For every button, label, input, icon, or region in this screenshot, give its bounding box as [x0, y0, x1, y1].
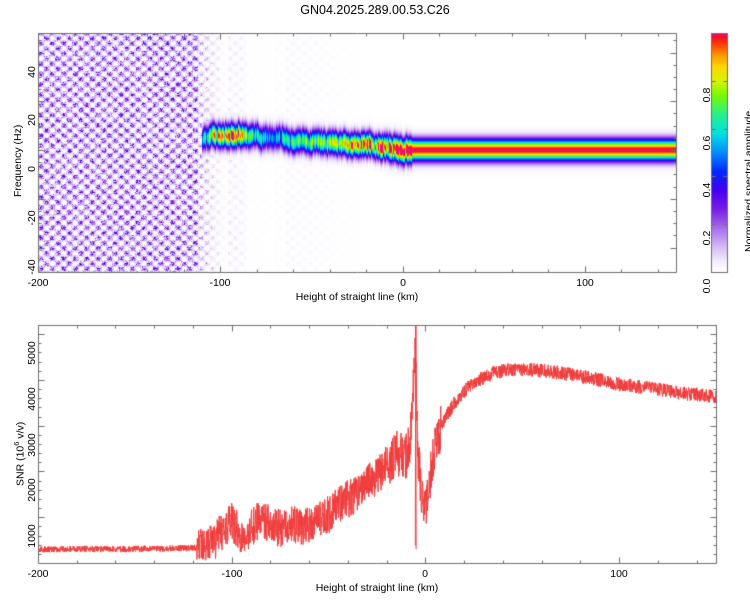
spectrogram-x-tick-1: -100	[209, 277, 231, 289]
colorbar-tick-1: 0.2	[701, 230, 713, 246]
spectrogram-y-axis-title: Frequency (Hz)	[12, 124, 24, 197]
colorbar-title: Normalized spectral amplitude	[743, 110, 750, 252]
figure-title: GN04.2025.289.00.53.C26	[300, 3, 450, 17]
spectrogram-x-tick-0: -200	[27, 277, 49, 289]
snr-y-tick-0: 1000	[26, 524, 38, 548]
colorbar-tick-2: 0.4	[701, 182, 713, 198]
snr-x-tick-0: -200	[27, 568, 49, 580]
snr-x-tick-3: 100	[610, 568, 628, 580]
snr-y-tick-2: 3000	[26, 433, 38, 457]
snr-y-tick-4: 5000	[26, 341, 38, 365]
spectrogram-x-axis-title: Height of straight line (km)	[295, 291, 419, 303]
snr-x-tick-1: -100	[221, 568, 243, 580]
spectrogram-y-tick-0: -40	[26, 259, 38, 275]
spectrogram-x-tick-2: 0	[400, 277, 406, 289]
snr-y-tick-3: 4000	[26, 387, 38, 411]
colorbar-tick-4: 0.8	[701, 87, 713, 103]
snr-y-axis-title: SNR (106 v/v)	[12, 421, 27, 486]
spectrogram-y-tick-2: 0	[26, 166, 38, 172]
snr-y-tick-1: 2000	[26, 478, 38, 502]
spectrogram-y-tick-1: -20	[26, 210, 38, 226]
spectrogram-x-tick-3: 100	[576, 277, 594, 289]
snr-x-tick-2: 0	[422, 568, 428, 580]
colorbar-tick-0: 0.0	[701, 278, 713, 294]
spectrogram-y-tick-4: 40	[26, 66, 38, 78]
snr-x-axis-title: Height of straight line (km)	[315, 582, 439, 594]
colorbar-tick-3: 0.6	[701, 135, 713, 151]
spectrogram-y-tick-3: 20	[26, 114, 38, 126]
